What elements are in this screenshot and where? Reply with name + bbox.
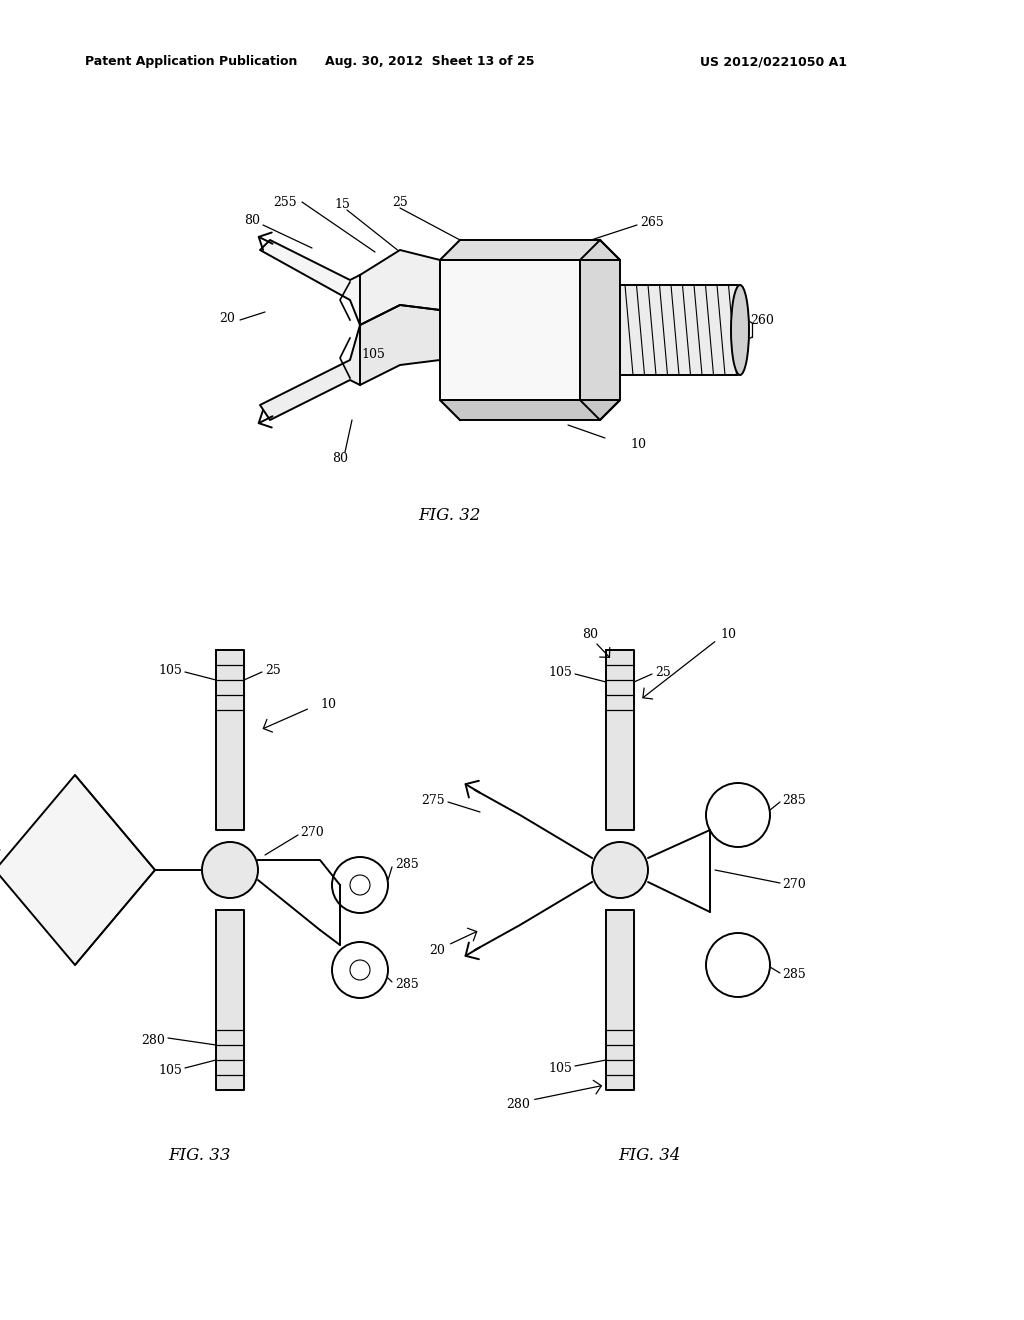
- Text: 105: 105: [548, 1061, 572, 1074]
- Text: 285: 285: [782, 969, 806, 982]
- Text: Patent Application Publication: Patent Application Publication: [85, 55, 297, 69]
- Text: 105: 105: [361, 348, 385, 362]
- Polygon shape: [216, 649, 244, 830]
- Text: 25: 25: [265, 664, 281, 676]
- Text: 80: 80: [582, 628, 598, 642]
- Text: 20: 20: [429, 944, 445, 957]
- Text: 105: 105: [548, 665, 572, 678]
- Polygon shape: [360, 305, 440, 385]
- Text: 20: 20: [219, 312, 234, 325]
- Text: Aug. 30, 2012  Sheet 13 of 25: Aug. 30, 2012 Sheet 13 of 25: [326, 55, 535, 69]
- Text: 255: 255: [273, 195, 297, 209]
- Polygon shape: [260, 240, 360, 325]
- Text: 270: 270: [782, 879, 806, 891]
- Text: 10: 10: [319, 698, 336, 711]
- Polygon shape: [580, 240, 620, 420]
- Text: 80: 80: [332, 451, 348, 465]
- Text: 80: 80: [244, 214, 260, 227]
- Text: 105: 105: [158, 1064, 182, 1077]
- Text: 275: 275: [421, 793, 445, 807]
- Text: FIG. 34: FIG. 34: [618, 1147, 681, 1163]
- Circle shape: [592, 842, 648, 898]
- Polygon shape: [360, 249, 440, 325]
- Text: FIG. 33: FIG. 33: [169, 1147, 231, 1163]
- Polygon shape: [0, 775, 155, 965]
- Text: 105: 105: [158, 664, 182, 676]
- Text: 285: 285: [782, 793, 806, 807]
- Text: 280: 280: [506, 1098, 530, 1111]
- Text: US 2012/0221050 A1: US 2012/0221050 A1: [700, 55, 847, 69]
- Polygon shape: [260, 325, 360, 420]
- Polygon shape: [440, 260, 580, 400]
- Polygon shape: [606, 649, 634, 830]
- Text: 25: 25: [392, 195, 408, 209]
- Text: 280: 280: [141, 1034, 165, 1047]
- Polygon shape: [440, 240, 620, 260]
- Polygon shape: [620, 285, 740, 375]
- Polygon shape: [216, 909, 244, 1090]
- Text: FIG. 32: FIG. 32: [419, 507, 481, 524]
- Text: 270: 270: [300, 825, 324, 838]
- Text: 260: 260: [750, 314, 774, 326]
- Text: 15: 15: [334, 198, 350, 211]
- Text: 10: 10: [630, 438, 646, 451]
- Text: 265: 265: [640, 215, 664, 228]
- Text: 285: 285: [395, 978, 419, 991]
- Circle shape: [202, 842, 258, 898]
- Ellipse shape: [731, 285, 749, 375]
- Polygon shape: [440, 400, 620, 420]
- Text: 285: 285: [395, 858, 419, 871]
- Polygon shape: [606, 909, 634, 1090]
- Text: 10: 10: [720, 628, 736, 642]
- Text: 25: 25: [655, 665, 671, 678]
